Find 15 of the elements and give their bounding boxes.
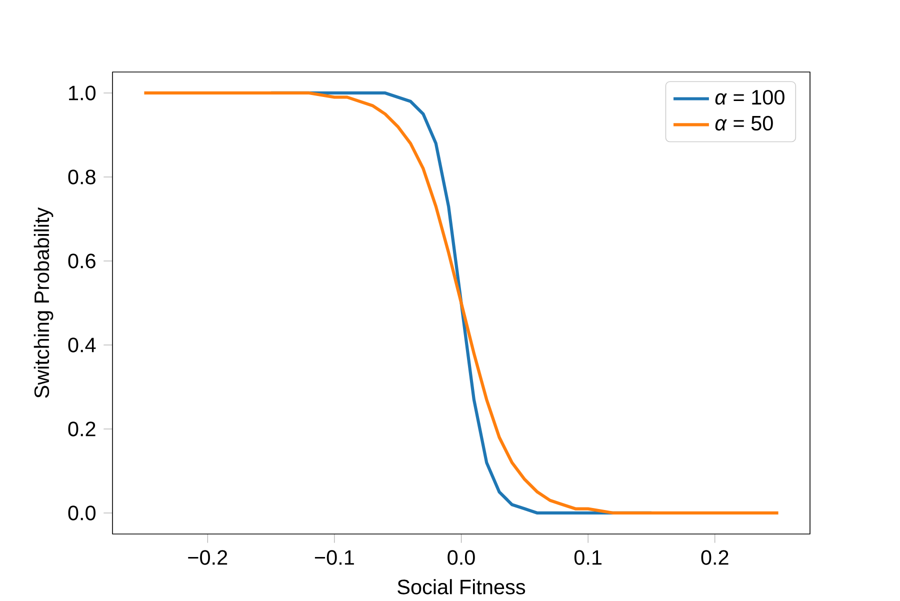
x-tick-label: −0.2 [188, 550, 228, 565]
x-tick-label: 0.2 [701, 550, 728, 565]
y-tick-label: 0.8 [68, 170, 96, 184]
y-tick-label: 0.6 [68, 254, 96, 268]
y-tick-label: 0.0 [68, 506, 96, 520]
y-tick-label: 1.0 [69, 86, 96, 100]
y-axis-title: Switching Probability [34, 207, 54, 398]
x-tick-label: 0.1 [574, 550, 602, 565]
x-tick-label: −0.1 [314, 550, 354, 565]
legend-label: α = 100 [715, 90, 784, 105]
y-tick-label: 0.4 [68, 338, 96, 352]
x-tick-label: 0.0 [448, 550, 475, 565]
legend-label: α = 50 [715, 116, 773, 130]
x-axis-title: Social Fitness [398, 578, 526, 594]
y-tick-label: 0.2 [68, 422, 96, 436]
